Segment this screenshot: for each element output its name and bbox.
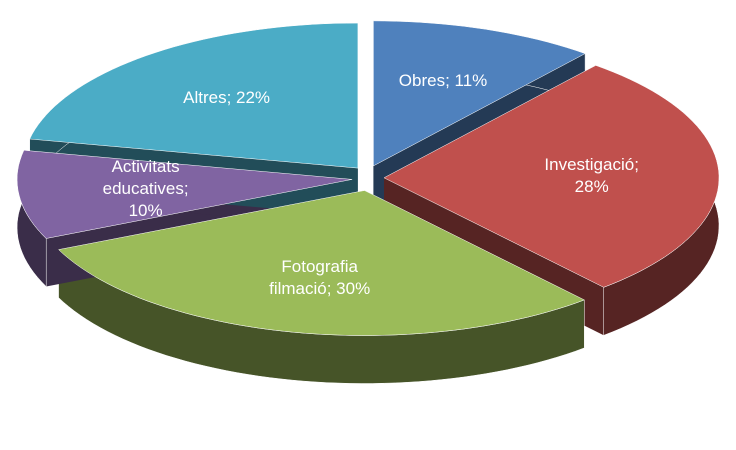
slice xyxy=(16,150,353,239)
slice-label: Altres; 22% xyxy=(183,88,271,108)
slice xyxy=(383,65,720,288)
slice xyxy=(58,190,585,336)
slice xyxy=(373,20,586,167)
slice-label: Obres; 11% xyxy=(398,71,488,91)
slice-label: Investigació; 28% xyxy=(544,155,639,197)
slice-label: Fotografia filmació; 30% xyxy=(269,257,371,299)
slice-label: Activitats educatives; 10% xyxy=(102,157,189,221)
slice xyxy=(29,22,359,169)
